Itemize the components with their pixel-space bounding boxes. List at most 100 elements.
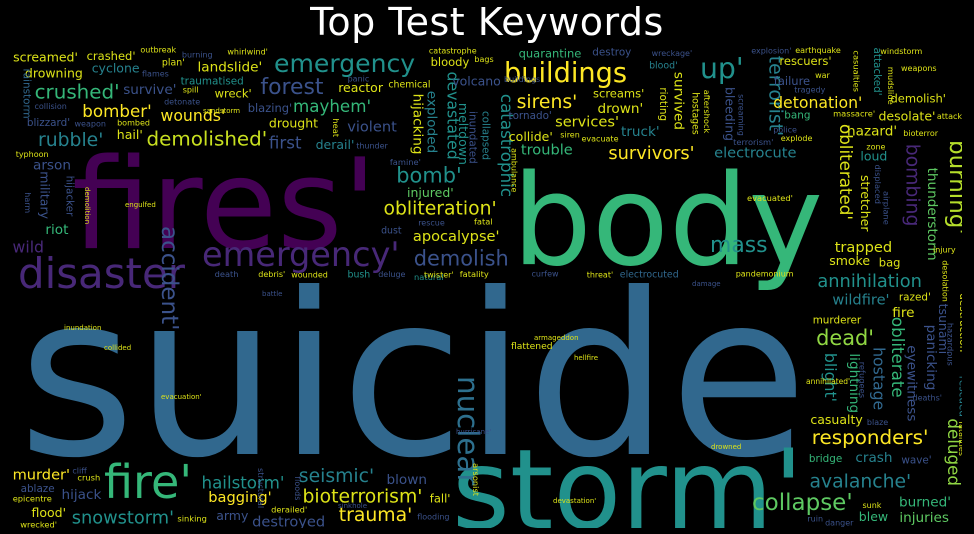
word-collapsed: collapsed (479, 111, 491, 160)
word-buildings: buildings (504, 58, 627, 89)
word-panicking: panicking (923, 325, 939, 391)
word-terrorism: terrorism' (733, 137, 773, 147)
word-arson: arson (33, 157, 71, 173)
word-drowned: drowned (711, 443, 741, 451)
word-blew: blew (859, 509, 888, 524)
word-danger: danger (825, 519, 854, 528)
word-murder: murder' (13, 467, 70, 484)
word-windstorm: windstorm (880, 47, 922, 56)
word-thunderstorm: thunderstorm (924, 168, 940, 261)
word-annihilated: annihilated' (806, 377, 850, 386)
word-earthquake: earthquake (795, 46, 841, 55)
word-hijack: hijack (62, 487, 102, 503)
word-famine: famine' (390, 157, 421, 167)
word-armageddon: armageddon (534, 334, 579, 342)
word-collision: collision (35, 102, 67, 111)
word-meltdown: meltdown (456, 103, 471, 165)
word-drowning: drowning (25, 65, 83, 80)
word-emergency: emergency' (202, 235, 400, 274)
word-nuclear: nuclear (451, 376, 485, 486)
word-crash: crash (855, 450, 892, 466)
word-evacuated: evacuated' (747, 193, 793, 203)
word-trauma: trauma' (339, 505, 412, 526)
word-fatalities: fatalities (957, 421, 962, 456)
word-bomb: bomb' (396, 164, 461, 188)
word-collided: collided (104, 344, 131, 352)
word-devastated: devastated (443, 72, 462, 160)
word-services: services' (555, 113, 619, 130)
word-sinking: sinking (177, 514, 207, 524)
chart-title: Top Test Keywords (310, 0, 664, 44)
word-whirlwind: whirlwind' (227, 48, 267, 57)
word-bags: bags (474, 55, 493, 64)
word-ablaze: ablaze (21, 483, 55, 495)
word-casualty: casualty (810, 412, 863, 427)
word-electrocute: electrocute (714, 145, 796, 162)
word-apocalypse: apocalypse' (413, 228, 500, 245)
word-obliterate: obliterate (888, 317, 908, 398)
word-rioting: rioting (657, 87, 669, 121)
word-bag: bag (879, 256, 901, 270)
word-tsunami: tsunami (936, 304, 951, 355)
word-desolation: desolation (941, 260, 950, 302)
word-tornado: tornado' (509, 110, 552, 122)
word-emergency: emergency (274, 49, 415, 78)
word-outbreak: outbreak (140, 46, 176, 55)
word-traumatised: traumatised (181, 75, 244, 87)
word-wreckage: wreckage' (652, 49, 693, 58)
word-quarantine: quarantine (519, 46, 582, 60)
word-bush: bush (348, 270, 371, 281)
word-first: first (269, 132, 302, 152)
word-crashed: crashed' (87, 49, 136, 63)
word-hellfire: hellfire (574, 354, 598, 362)
word-demolished: demolished' (147, 127, 268, 150)
word-hostage: hostage (870, 347, 889, 410)
word-refugees: refugees (857, 362, 867, 398)
word-detonation: detonation' (773, 93, 862, 112)
word-displaced: displaced (873, 165, 883, 204)
word-sunk: sunk (863, 501, 882, 510)
word-burning: burning (182, 51, 213, 60)
word-deluged: deluged (944, 418, 962, 486)
word-exploded: exploded (423, 91, 439, 154)
word-evacuate: evacuate (582, 134, 619, 143)
word-cliff: cliff (72, 467, 87, 476)
word-trouble: trouble (521, 141, 573, 158)
word-landslide: landslide' (198, 60, 263, 76)
word-detonate: detonate (164, 97, 200, 106)
word-hijacker: hijacker (63, 176, 75, 217)
word-bagging: bagging' (208, 489, 271, 506)
word-destroy: destroy (592, 47, 631, 59)
word-plan: plan' (162, 58, 185, 69)
word-body: body (512, 147, 823, 294)
word-hazard: hazard' (847, 124, 897, 140)
word-screams: screams' (593, 87, 644, 101)
word-spill: spill (183, 86, 199, 95)
word-curfew: curfew (532, 270, 559, 279)
word-attacked: attacked' (871, 48, 883, 96)
word-blood: blood' (649, 61, 678, 72)
word-flood: flood' (32, 505, 67, 520)
word-riot: riot (45, 222, 68, 238)
word-truck: truck' (621, 124, 660, 140)
word-panic: panic (348, 74, 370, 83)
word-stretcher: stretcher (858, 175, 873, 232)
word-military: military (38, 171, 53, 219)
word-blaze: blaze (867, 418, 888, 427)
word-threat: threat' (587, 270, 613, 279)
word-injuries: injuries (899, 510, 949, 526)
word-weapons: weapons (901, 64, 937, 73)
word-hurricane: hurricane' (456, 428, 491, 436)
word-bioterror: bioterror (903, 129, 938, 138)
word-crush: crush (77, 473, 100, 483)
word-fall: fall' (430, 492, 451, 506)
word-sirens: sirens' (517, 92, 578, 113)
word-epicentre: epicentre (13, 494, 52, 504)
word-eyewitness: eyewitness (903, 345, 919, 421)
word-evacuation: evacuation' (161, 393, 202, 401)
word-wildfire: wildfire' (832, 291, 889, 308)
word-weapon: weapon (75, 120, 106, 129)
word-hail: hail' (117, 127, 143, 142)
word-razed: razed' (899, 292, 931, 304)
